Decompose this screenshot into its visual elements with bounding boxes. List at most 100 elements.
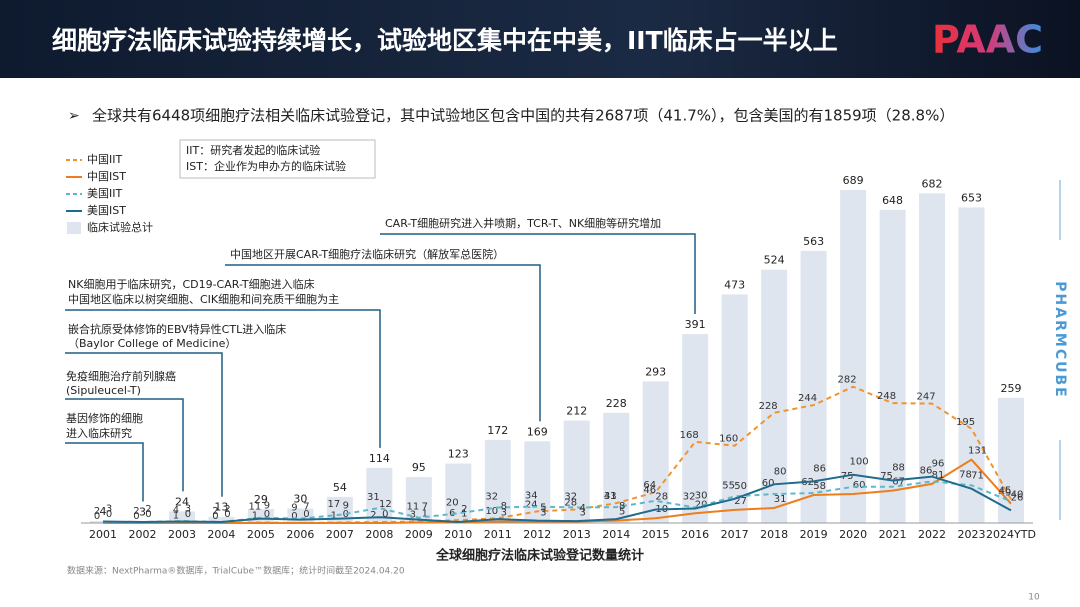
legend-label: 临床试验总计 — [87, 220, 153, 234]
legend-label: 中国IIT — [87, 153, 122, 166]
x-tick-label: 2008 — [365, 528, 393, 541]
annotation: 中国地区开展CAR-T细胞疗法临床研究（解放军总医院） — [230, 247, 504, 261]
bar — [800, 250, 827, 523]
line-label: 131 — [968, 446, 987, 457]
annotation: 嵌合抗原受体修饰的EBV特异性CTL进入临床 — [68, 322, 286, 336]
bar-label: 653 — [961, 191, 982, 204]
bar — [168, 511, 195, 523]
source: 数据来源：NextPharma®数据库，TrialCube™数据库；统计时间截至… — [67, 565, 405, 577]
bar-label: 682 — [922, 177, 943, 190]
line-label: 0 — [106, 509, 112, 520]
legend-swatch — [67, 222, 81, 234]
line-label: 7 — [422, 502, 428, 513]
page-number: 10 — [1028, 593, 1040, 603]
bar-label: 563 — [803, 235, 824, 248]
annotation: 基因修饰的细胞 — [66, 411, 143, 425]
annotation: NK细胞用于临床研究，CD19-CAR-T细胞进入临床 — [68, 277, 315, 291]
bar-label: 169 — [527, 425, 548, 438]
line-label: 0 — [185, 509, 191, 520]
bar — [682, 334, 709, 523]
x-tick-label: 2012 — [523, 528, 551, 541]
line-label: 2 — [224, 504, 230, 515]
line-label: 0 — [264, 509, 270, 520]
legend-label: 美国IIT — [87, 187, 122, 200]
bar-label: 391 — [685, 318, 706, 331]
x-tick-label: 2015 — [642, 528, 670, 541]
line-label: 5 — [540, 503, 546, 514]
line-label: 40 — [1011, 490, 1024, 501]
slide-title: 细胞疗法临床试验持续增长，试验地区集中在中美，IIT临床占一半以上 — [52, 26, 838, 55]
line-label: 96 — [932, 459, 945, 470]
line-label: 5 — [619, 507, 625, 518]
line-label: 0 — [94, 511, 100, 522]
line-label: 33 — [604, 491, 617, 502]
line-label: 0 — [212, 511, 218, 522]
x-tick-label: 2002 — [128, 528, 156, 541]
x-tick-label: 2024YTD — [986, 528, 1036, 541]
x-tick-label: 2014 — [602, 528, 630, 541]
bar — [840, 189, 867, 523]
bar-label: 13 — [214, 501, 228, 514]
line-label: 34 — [525, 491, 538, 502]
x-tick-label: 2013 — [563, 528, 591, 541]
line-label: 45 — [999, 485, 1012, 496]
bar-label: 114 — [369, 452, 390, 465]
line-label: 12 — [379, 499, 392, 510]
bar — [208, 516, 235, 523]
annotation-connector — [65, 398, 184, 492]
bar-label: 30 — [293, 493, 307, 506]
bar — [721, 294, 748, 523]
line-label: 86 — [813, 463, 826, 474]
bar-label: 95 — [412, 461, 426, 474]
x-tick-label: 2007 — [326, 528, 354, 541]
annotation: CAR-T细胞研究进入井喷期，TCR-T、NK细胞等研究增加 — [385, 216, 661, 230]
line-label: 3 — [106, 504, 112, 515]
line-label: 32 — [485, 492, 498, 503]
line-label: 2 — [145, 504, 151, 515]
line-label: 3 — [185, 504, 191, 515]
bar-label: 172 — [487, 424, 508, 437]
line-label: 3 — [501, 508, 507, 519]
line-label: 49 — [999, 487, 1012, 498]
line-label: 3 — [540, 508, 546, 519]
line-label: 20 — [695, 499, 708, 510]
line-label: 41 — [604, 491, 617, 502]
line-label: 71 — [971, 471, 984, 482]
line-label: 248 — [877, 391, 896, 402]
x-tick-label: 2022 — [918, 528, 946, 541]
line-label: 32 — [683, 492, 696, 503]
x-tick-label: 2003 — [168, 528, 196, 541]
annotation-connector — [65, 352, 223, 497]
x-tick-label: 2020 — [839, 528, 867, 541]
bar-label: 473 — [724, 278, 745, 291]
bar — [879, 209, 906, 524]
line-label: 2 — [461, 504, 467, 515]
x-tick-label: 2009 — [405, 528, 433, 541]
line-label: 1 — [422, 509, 428, 520]
line-label: 9 — [264, 501, 270, 512]
line-label: 8 — [501, 501, 507, 512]
x-tick-label: 2021 — [879, 528, 907, 541]
line-label: 168 — [680, 430, 699, 441]
annotation-connector — [65, 309, 381, 448]
line-label: 0 — [145, 509, 151, 520]
bar-label: 123 — [448, 448, 469, 461]
line-label: 0 — [133, 511, 139, 522]
line-label: 17 — [328, 499, 341, 510]
bar-label: 228 — [606, 397, 627, 410]
bullet-text: 全球共有6448项细胞疗法相关临床试验登记，其中试验地区包含中国的共有2687项… — [92, 107, 954, 125]
line-label: 26 — [1011, 492, 1024, 503]
line-label: 100 — [850, 457, 869, 468]
line-label: 31 — [774, 494, 787, 505]
x-tick-label: 2004 — [207, 528, 235, 541]
bullet-mark: ➢ — [68, 108, 80, 124]
line-label: 50 — [734, 481, 747, 492]
line-label: 55 — [722, 480, 735, 491]
x-tick-label: 2001 — [89, 528, 117, 541]
line-label: 0 — [303, 509, 309, 520]
line-label: 11 — [249, 502, 262, 513]
line-label: 1 — [173, 511, 179, 522]
bar-label: 259 — [1001, 382, 1022, 395]
line-label: 228 — [759, 401, 778, 412]
